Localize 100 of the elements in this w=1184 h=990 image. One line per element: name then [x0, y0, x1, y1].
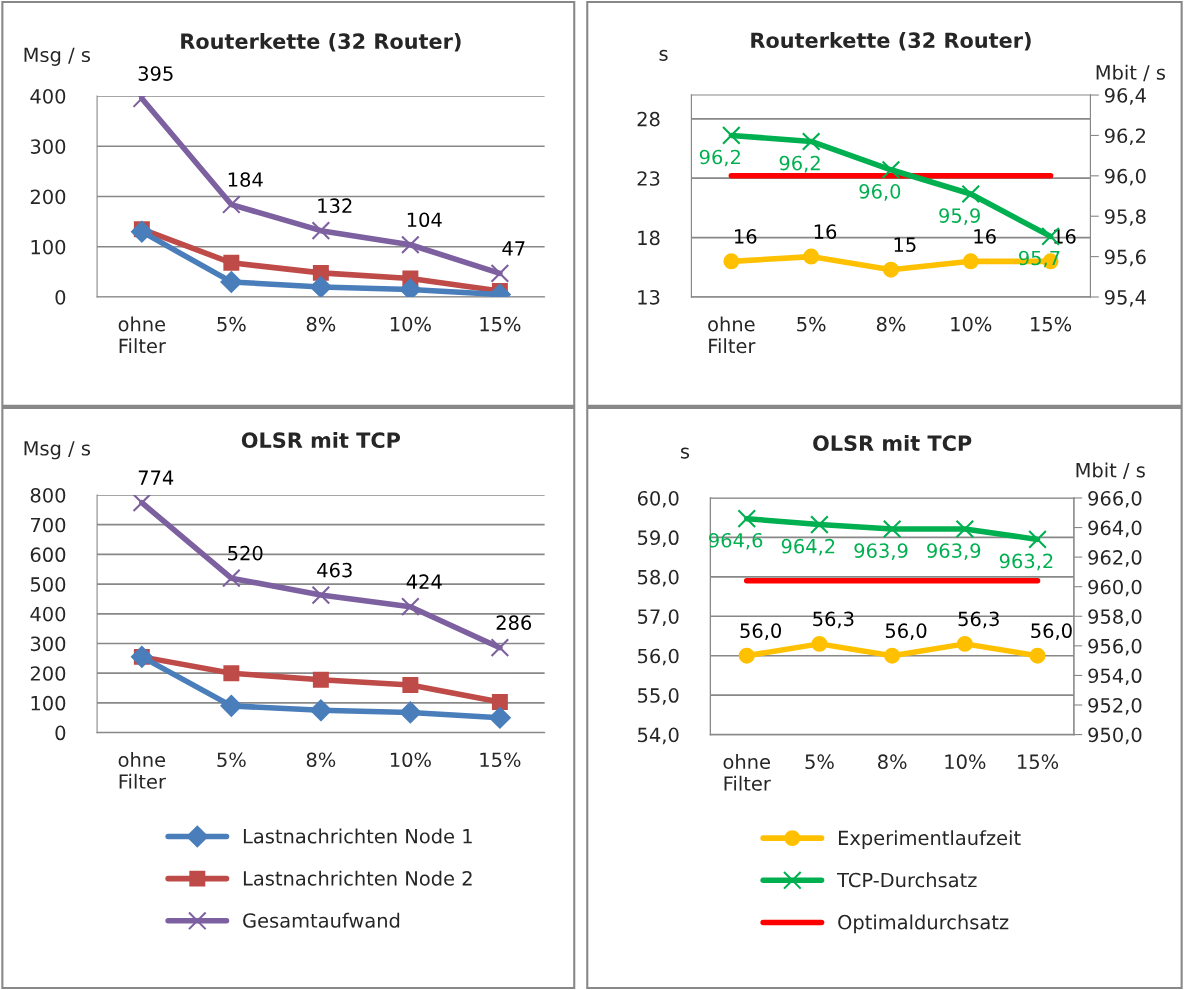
y-tick-label: 600: [30, 547, 66, 563]
y2-tick-label: 96,2: [1104, 128, 1146, 146]
x-tick-label: 8%: [878, 754, 907, 770]
y2-tick-label: 950,0: [1088, 727, 1142, 745]
data-label: 56,0: [1031, 623, 1072, 641]
y-tick-label: 0: [55, 289, 66, 305]
x-tick-label: 15%: [480, 752, 521, 768]
y-tick-label: 54,0: [638, 727, 679, 745]
data-label: 47: [502, 241, 525, 256]
x-tick-label: 8%: [876, 316, 906, 332]
data-label: 56,3: [958, 611, 999, 629]
chart-title: OLSR mit TCP: [241, 431, 401, 449]
y2-tick-label: 964,0: [1088, 520, 1142, 538]
x-tick-label: 15%: [1018, 754, 1059, 770]
x-tick-label: 5%: [797, 316, 826, 332]
y-tick-label: 200: [30, 189, 66, 205]
y-tick-label: 23: [637, 171, 660, 186]
y-axis-title: Msg / s: [24, 441, 91, 460]
y2-tick-label: 966,0: [1088, 490, 1142, 508]
y-tick-label: 28: [637, 111, 660, 127]
data-label: 964,2: [781, 538, 835, 556]
data-label: 964,6: [709, 532, 763, 550]
y-tick-label: 800: [30, 487, 66, 503]
y2-axis-title: Mbit / s: [1096, 64, 1166, 82]
x-tick-label: 5%: [217, 316, 246, 332]
y2-tick-label: 95,8: [1104, 209, 1146, 226]
data-label: 56,3: [813, 611, 854, 629]
y-tick-label: 59,0: [638, 530, 679, 548]
data-label: 520: [228, 545, 263, 561]
y-tick-label: 56,0: [638, 648, 679, 666]
y-tick-label: 200: [30, 666, 66, 681]
data-label: 16: [974, 229, 996, 244]
legend-label: Lastnachrichten Node 1: [243, 828, 472, 844]
y-tick-label: 0: [55, 725, 66, 741]
data-label: 16: [735, 229, 757, 244]
y2-tick-label: 956,0: [1088, 638, 1142, 656]
y-axis-title: s: [659, 49, 668, 61]
x-tick-label: ohne Filter: [118, 316, 166, 354]
y2-tick-label: 960,0: [1088, 579, 1142, 597]
y2-tick-label: 95,4: [1104, 289, 1146, 307]
y2-axis-title: Mbit / s: [1076, 462, 1145, 480]
y-tick-label: 500: [30, 577, 66, 592]
legend-label: Optimaldurchsatz: [838, 914, 1009, 934]
x-tick-label: ohne Filter: [118, 752, 166, 789]
legend-label: Experimentlaufzeit: [838, 830, 1021, 849]
y-tick-label: 700: [31, 517, 66, 533]
data-label: 184: [228, 172, 263, 187]
y-tick-label: 58,0: [638, 569, 679, 587]
chart-title: OLSR mit TCP: [813, 434, 972, 452]
y-tick-label: 400: [30, 88, 66, 104]
data-label: 16: [814, 224, 837, 239]
legend-label: Gesamtaufwand: [243, 912, 400, 928]
data-label: 286: [496, 615, 532, 630]
y-tick-label: 13: [638, 289, 660, 305]
x-tick-label: 5%: [805, 754, 834, 770]
data-label: 56,0: [885, 623, 927, 641]
data-label: 963,2: [999, 553, 1053, 571]
y-axis-title: s: [680, 447, 690, 459]
chart-title: Routerkette (32 Router): [181, 32, 461, 52]
x-tick-label: 8%: [306, 316, 336, 332]
x-tick-label: 10%: [945, 754, 986, 770]
data-label: 963,9: [927, 543, 981, 560]
x-tick-label: 8%: [306, 752, 336, 768]
y2-tick-label: 95,6: [1104, 249, 1146, 267]
x-tick-label: 5%: [217, 752, 246, 768]
y-tick-label: 18: [638, 230, 660, 246]
legend-label: TCP-Durchsatz: [837, 872, 977, 888]
y2-tick-label: 954,0: [1088, 668, 1142, 686]
data-label: 96,2: [699, 149, 740, 167]
y-tick-label: 60,0: [637, 490, 679, 508]
x-tick-label: ohne Filter: [708, 316, 756, 354]
data-label: 96,0: [859, 184, 901, 201]
x-tick-label: 10%: [390, 316, 431, 332]
y-tick-label: 55,0: [638, 688, 679, 705]
data-label: 95,9: [939, 208, 980, 225]
chart-title: Routerkette (32 Router): [751, 31, 1031, 51]
x-tick-label: 10%: [390, 752, 431, 768]
x-tick-label: 10%: [951, 316, 992, 332]
x-tick-label: ohne Filter: [723, 754, 771, 791]
data-label: 15: [894, 237, 916, 253]
x-tick-label: 15%: [1031, 316, 1072, 332]
y-tick-label: 100: [31, 239, 66, 255]
legend-label: Lastnachrichten Node 2: [243, 870, 472, 886]
y2-tick-label: 96,4: [1104, 88, 1146, 105]
y2-tick-label: 962,0: [1088, 550, 1142, 567]
y-tick-label: 300: [30, 139, 66, 154]
y-tick-label: 300: [30, 636, 66, 652]
data-label: 395: [138, 66, 173, 81]
data-label: 104: [407, 212, 442, 228]
y-tick-label: 100: [31, 695, 66, 711]
data-label: 96,2: [779, 155, 820, 173]
y-tick-label: 57,0: [638, 609, 679, 626]
y-tick-label: 400: [30, 606, 66, 622]
data-label: 963,9: [854, 543, 908, 560]
data-label: 774: [138, 470, 174, 485]
y-axis-title: Msg / s: [24, 47, 91, 66]
x-tick-label: 15%: [480, 316, 521, 332]
y2-tick-label: 952,0: [1088, 697, 1142, 715]
data-label: 16: [1054, 229, 1076, 244]
data-label: 56,0: [740, 623, 781, 641]
